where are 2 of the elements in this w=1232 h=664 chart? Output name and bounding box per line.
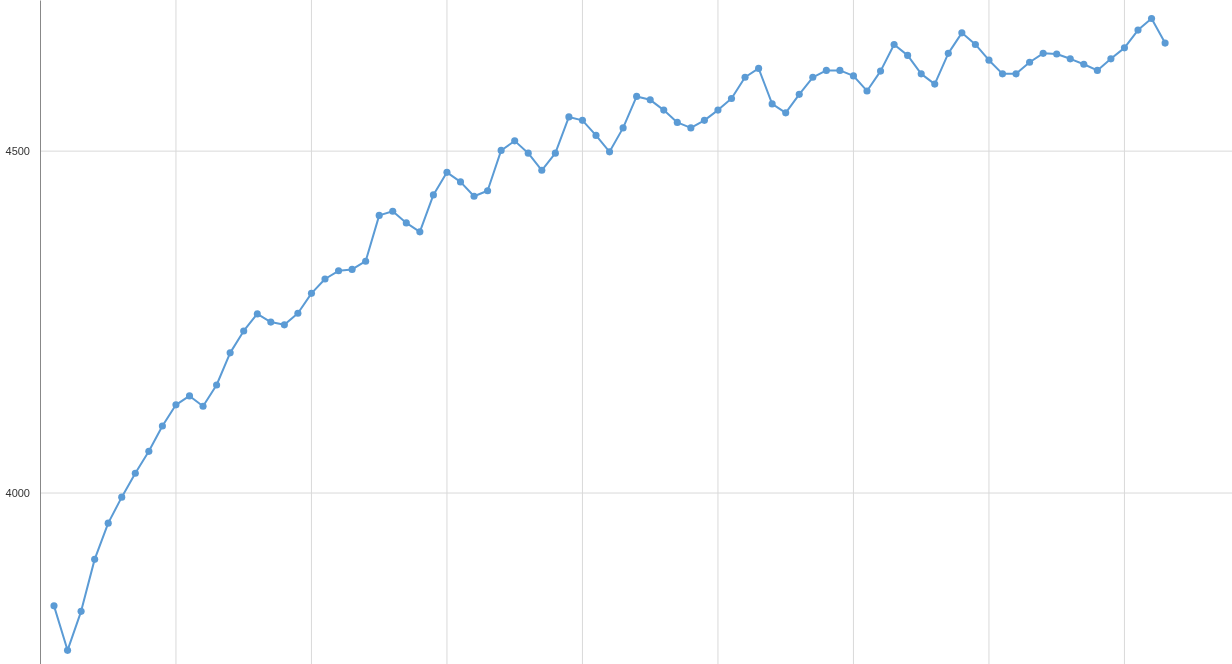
y-tick-label: 4500 bbox=[5, 145, 30, 158]
y-tick-label: 4000 bbox=[5, 487, 30, 500]
